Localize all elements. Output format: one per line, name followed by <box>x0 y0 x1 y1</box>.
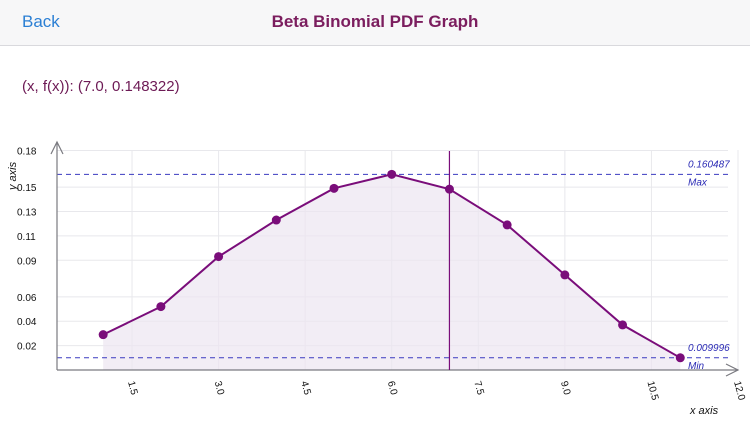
data-point[interactable] <box>214 252 224 262</box>
y-tick-label: 0.06 <box>17 293 37 304</box>
y-tick-label: 0.15 <box>17 183 37 194</box>
data-point[interactable] <box>444 184 454 194</box>
x-axis-title: x axis <box>689 405 719 417</box>
y-tick-label: 0.02 <box>17 342 37 353</box>
data-point[interactable] <box>502 220 512 230</box>
x-tick-label: 4.5 <box>298 380 312 397</box>
min-line-tag: Min <box>688 361 705 372</box>
x-tick-label: 3.0 <box>212 380 226 397</box>
x-tick-label: 1.5 <box>125 380 139 397</box>
axis-labels: 0.02 0.04 0.06 0.09 0.11 0.13 0.15 0.18 1.5 3.0 4.… <box>7 147 747 417</box>
data-points[interactable] <box>98 169 685 363</box>
data-point[interactable] <box>675 353 685 363</box>
y-tick-label: 0.09 <box>17 256 37 267</box>
x-tick-label: 9.0 <box>558 380 572 397</box>
data-point[interactable] <box>618 320 628 330</box>
coordinate-readout: (x, f(x)): (7.0, 0.148322) <box>22 78 180 95</box>
data-point[interactable] <box>271 215 281 225</box>
data-point[interactable] <box>329 183 339 193</box>
y-axis-title: y axis <box>7 161 19 191</box>
data-point[interactable] <box>560 270 570 280</box>
y-tick-label: 0.18 <box>17 147 37 158</box>
data-point[interactable] <box>98 330 108 340</box>
x-axis-arrow <box>725 363 740 377</box>
data-point[interactable] <box>387 169 397 179</box>
min-line-value: 0.009996 <box>688 343 730 354</box>
x-tick-label: 6.0 <box>385 380 399 397</box>
x-tick-label: 10.5 <box>645 380 661 402</box>
page-title: Beta Binomial PDF Graph <box>271 12 479 31</box>
y-tick-label: 0.04 <box>17 317 37 328</box>
axes <box>50 140 740 377</box>
max-line-value: 0.160487 <box>688 159 730 170</box>
navigation-bar: Back Beta Binomial PDF Graph <box>0 0 750 46</box>
y-axis-arrow <box>50 140 64 155</box>
y-tick-label: 0.11 <box>17 232 36 243</box>
x-tick-label: 12.0 <box>731 380 747 402</box>
data-point[interactable] <box>156 302 166 312</box>
area-fill <box>103 174 681 370</box>
y-tick-label: 0.13 <box>17 207 37 218</box>
x-tick-label: 7.5 <box>471 380 485 397</box>
back-button[interactable]: Back <box>22 12 60 31</box>
max-line-tag: Max <box>688 177 708 188</box>
